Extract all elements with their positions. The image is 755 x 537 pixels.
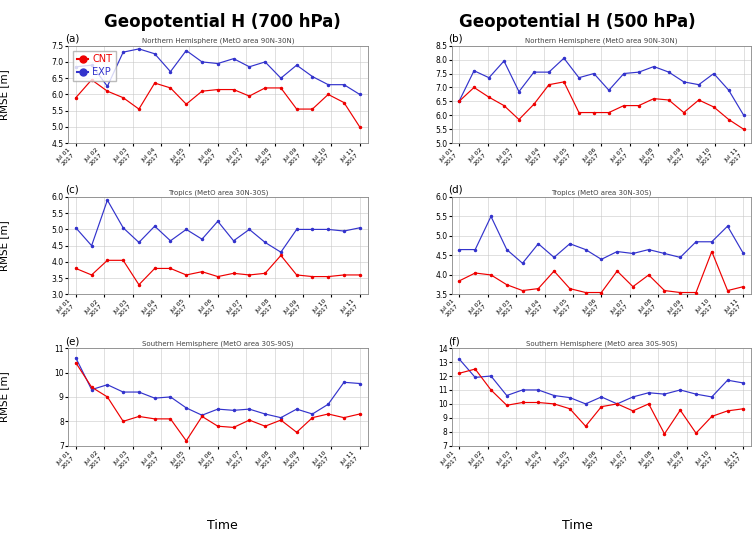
Text: Time: Time	[208, 519, 238, 532]
Title: Northern Hemisphere (MetO area 90N-30N): Northern Hemisphere (MetO area 90N-30N)	[141, 38, 294, 45]
Legend: CNT, EXP: CNT, EXP	[72, 50, 116, 81]
Text: RMSE [m]: RMSE [m]	[0, 220, 9, 271]
Text: (e): (e)	[65, 336, 79, 346]
Text: (c): (c)	[65, 185, 79, 195]
Text: Geopotential H (700 hPa): Geopotential H (700 hPa)	[104, 13, 341, 32]
Text: Geopotential H (500 hPa): Geopotential H (500 hPa)	[459, 13, 696, 32]
Text: (d): (d)	[448, 185, 463, 195]
Text: (f): (f)	[448, 336, 461, 346]
Title: Tropics (MetO area 30N-30S): Tropics (MetO area 30N-30S)	[551, 189, 652, 195]
Text: (b): (b)	[448, 34, 463, 43]
Text: Time: Time	[562, 519, 593, 532]
Text: RMSE [m]: RMSE [m]	[0, 69, 9, 120]
Text: (a): (a)	[65, 34, 79, 43]
Title: Northern Hemisphere (MetO area 90N-30N): Northern Hemisphere (MetO area 90N-30N)	[525, 38, 678, 45]
Title: Southern Hemisphere (MetO area 30S-90S): Southern Hemisphere (MetO area 30S-90S)	[525, 340, 677, 347]
Title: Tropics (MetO area 30N-30S): Tropics (MetO area 30N-30S)	[168, 189, 268, 195]
Text: RMSE [m]: RMSE [m]	[0, 372, 9, 422]
Title: Southern Hemisphere (MetO area 30S-90S): Southern Hemisphere (MetO area 30S-90S)	[142, 340, 294, 347]
